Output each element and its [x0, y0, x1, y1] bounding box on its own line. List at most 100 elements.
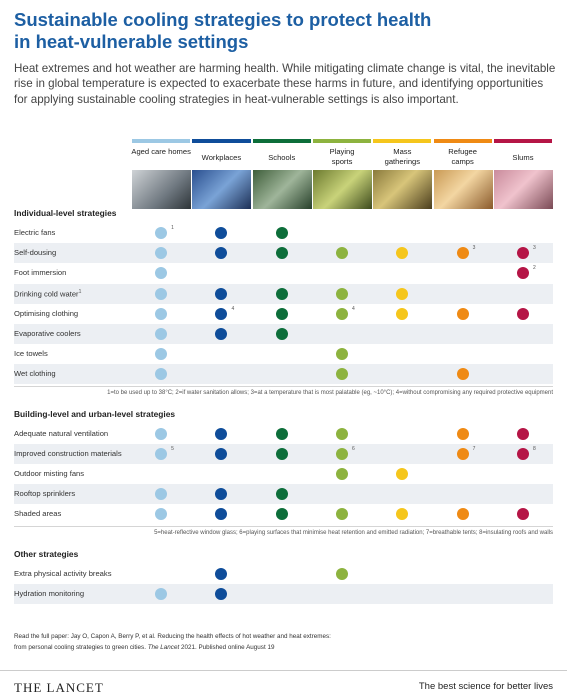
section-footnote: 1=to be used up to 38°C; 2=if water sani… — [107, 389, 553, 396]
strategy-row: Electric fans 1 — [14, 223, 553, 243]
indicator-dot — [336, 307, 349, 320]
indicator-dot — [336, 427, 349, 440]
indicator-dot — [275, 427, 288, 440]
strategy-label: Evaporative coolers — [14, 329, 81, 338]
page-title: Sustainable cooling strategies to protec… — [14, 9, 432, 52]
indicator-dot — [155, 227, 168, 239]
indicator-dot — [215, 567, 228, 580]
strategy-row: Adequate natural ventilation — [14, 424, 553, 444]
indicator-dot — [215, 287, 228, 300]
dot-footnote-marker: 4 — [231, 305, 235, 312]
indicator-dot — [155, 488, 168, 501]
dot-footnote-marker: 7 — [472, 445, 476, 452]
indicator-dot — [155, 508, 168, 521]
strategy-row: Self-dousing 3 3 — [14, 243, 553, 264]
strategy-label: Rooftop sprinklers — [14, 489, 76, 499]
dot-footnote-marker: 1 — [171, 225, 174, 231]
sports-photo — [312, 170, 372, 209]
citation: Read the full paper: Jay O, Capon A, Ber… — [14, 631, 414, 653]
section-title: Individual-level strategies — [14, 208, 117, 218]
column-color-bar — [312, 139, 372, 143]
indicator-dot — [456, 508, 469, 521]
indicator-dot — [155, 328, 168, 340]
slums-photo — [493, 170, 553, 209]
strategy-row: Optimising clothing 4 4 — [14, 304, 553, 324]
strategy-row: Outdoor misting fans — [14, 464, 553, 484]
indicator-dot — [456, 447, 469, 460]
footer-tagline: The best science for better lives — [418, 681, 553, 692]
strategy-label: Drinking cold water1 — [14, 288, 82, 299]
indicator-dot — [155, 587, 168, 600]
strategy-row: Rooftop sprinklers — [14, 484, 553, 505]
indicator-dot — [155, 427, 168, 440]
strategy-row: Drinking cold water1 — [14, 283, 553, 304]
strategy-label: Shaded areas — [14, 509, 62, 519]
dot-footnote-marker: 4 — [352, 305, 355, 312]
strategy-row: Foot immersion 2 — [14, 263, 553, 283]
dot-footnote-marker: 2 — [532, 265, 536, 272]
indicator-dot — [215, 427, 228, 440]
column-color-bar — [132, 139, 191, 143]
indicator-dot — [456, 368, 469, 381]
indicator-dot — [215, 488, 228, 501]
section-footnote: 5=heat-reflective window glass; 6=playin… — [154, 529, 553, 536]
column-header: Slums — [512, 153, 534, 162]
indicator-dot — [336, 468, 349, 480]
indicator-dot — [155, 368, 168, 381]
strategy-label: Outdoor misting fans — [14, 469, 85, 478]
strategy-row: Extra physical activity breaks — [14, 564, 553, 584]
strategy-row: Ice towels — [14, 344, 553, 364]
strategy-label: Self-dousing — [14, 248, 57, 258]
indicator-dot — [516, 508, 529, 521]
dot-footnote-marker: 8 — [532, 445, 536, 452]
strategy-label: Ice towels — [14, 349, 48, 359]
indicator-dot — [155, 348, 168, 361]
indicator-dot — [155, 307, 168, 320]
indicator-dot — [215, 587, 228, 600]
column-color-bar — [373, 139, 432, 143]
strategy-row: Improved construction materials 5 6 7 8 — [14, 443, 553, 464]
school-children-photo — [252, 170, 312, 209]
column-header: Schools — [268, 153, 296, 162]
footer-divider — [0, 670, 567, 671]
indicator-dot — [396, 508, 409, 521]
dot-footnote-marker: 6 — [352, 445, 355, 452]
dot-footnote-marker: 5 — [171, 445, 174, 452]
column-header: Refugee camps — [448, 147, 477, 166]
column-header: Playing sports — [329, 147, 355, 166]
indicator-dot — [336, 567, 349, 580]
section-title: Building-level and urban-level strategie… — [14, 408, 176, 419]
indicator-dot — [275, 447, 288, 460]
column-header: Mass gatherings — [384, 147, 421, 166]
intro-paragraph: Heat extremes and hot weather are harmin… — [14, 62, 556, 106]
column-color-bar — [252, 139, 311, 143]
indicator-dot — [155, 447, 168, 460]
indicator-dot — [396, 247, 409, 260]
indicator-dot — [336, 348, 349, 361]
indicator-dot — [336, 287, 349, 300]
section-divider — [14, 385, 553, 387]
citation-line-2-suffix: 2021. Published online August 19 — [180, 644, 275, 651]
dot-footnote-marker: 3 — [472, 245, 476, 252]
citation-line-1: Read the full paper: Jay O, Capon A, Ber… — [14, 633, 331, 640]
indicator-dot — [456, 427, 469, 440]
indicator-dot — [516, 427, 529, 440]
indicator-dot — [275, 508, 288, 521]
citation-journal: The Lancet — [147, 644, 180, 651]
indicator-dot — [516, 307, 529, 320]
footnote-marker: 1 — [78, 288, 82, 295]
strategy-label: Improved construction materials — [14, 448, 122, 458]
section-title: Other strategies — [14, 548, 79, 559]
column-color-bar — [192, 139, 251, 143]
strategy-row: Evaporative coolers — [14, 324, 553, 344]
strategy-label: Extra physical activity breaks — [14, 568, 112, 578]
indicator-dot — [516, 247, 529, 260]
strategy-label: Foot immersion — [14, 268, 67, 278]
strategy-label: Hydration monitoring — [14, 588, 85, 598]
indicator-dot — [456, 307, 469, 320]
indicator-dot — [336, 447, 349, 460]
lancet-logo: THE LANCET — [14, 680, 104, 695]
strategy-label: Adequate natural ventilation — [14, 428, 109, 438]
indicator-dot — [396, 287, 409, 300]
column-header: Aged care homes — [131, 147, 191, 156]
